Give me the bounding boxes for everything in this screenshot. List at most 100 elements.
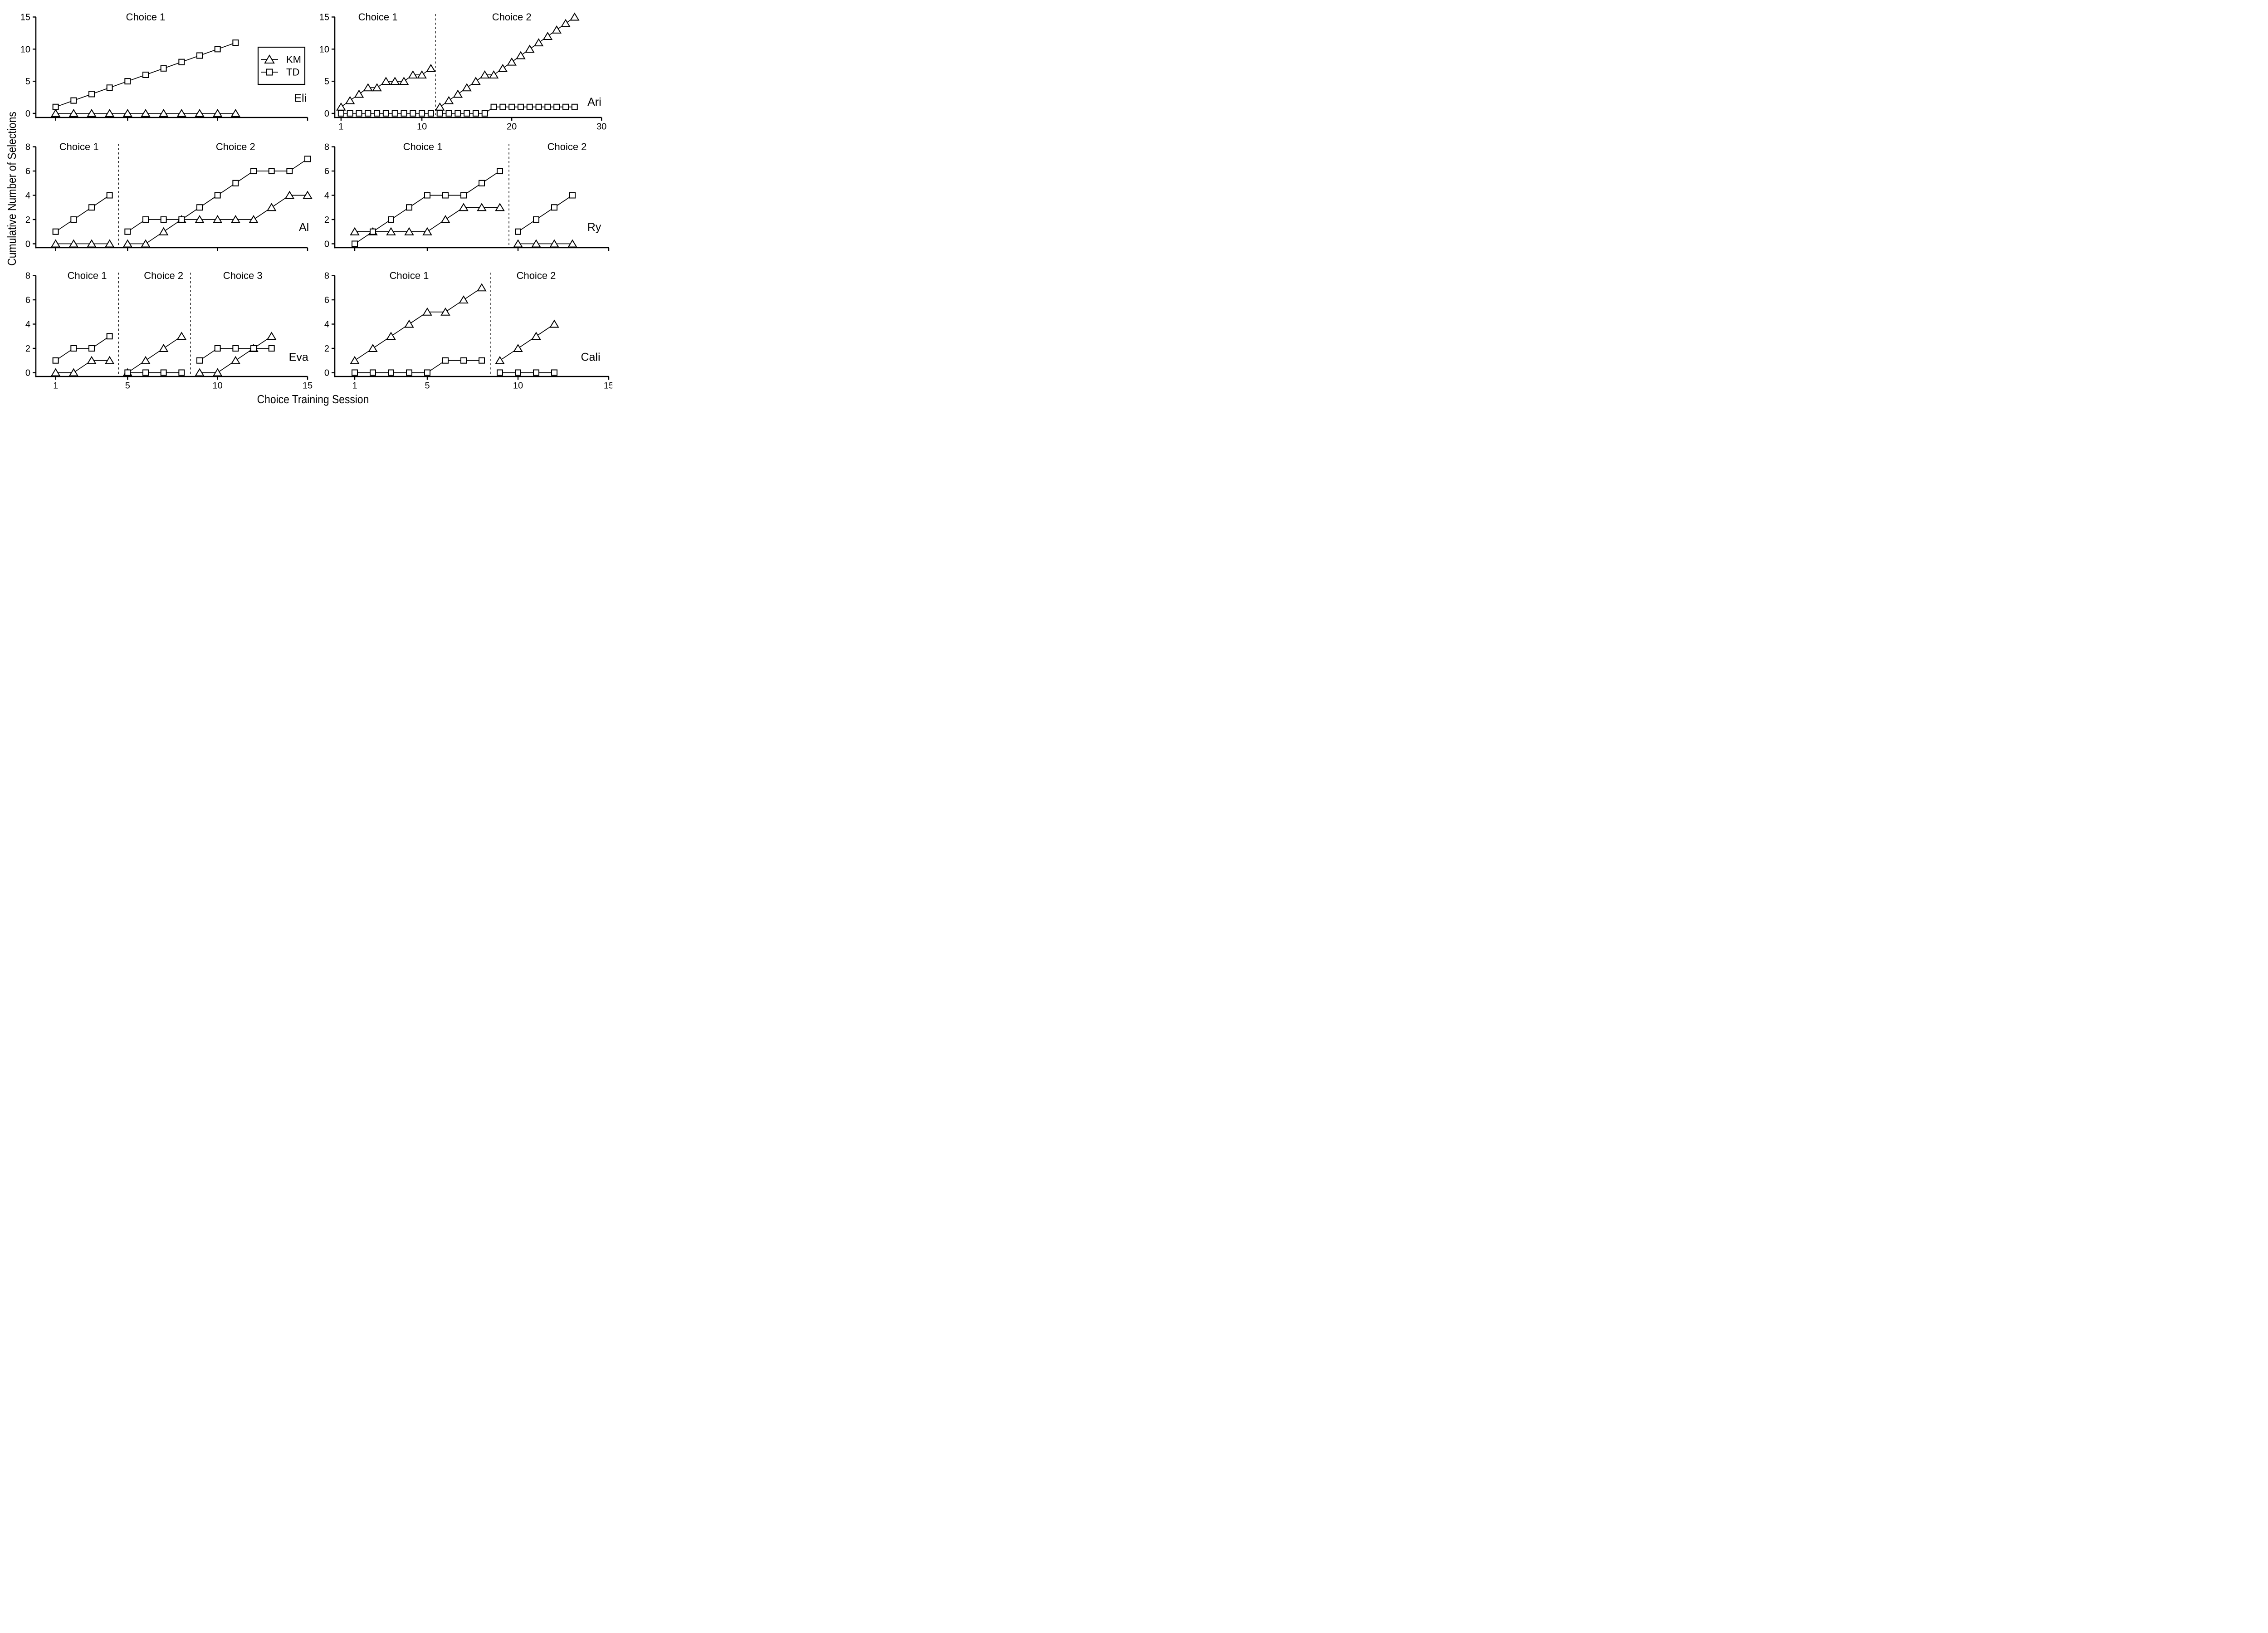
td-marker — [88, 204, 95, 211]
td-line — [55, 336, 110, 361]
km-marker — [212, 108, 223, 117]
td-marker — [142, 369, 149, 376]
km-marker — [549, 239, 559, 248]
subject-label: Eli — [294, 92, 307, 105]
td-marker — [533, 216, 539, 223]
x-tick-label: 10 — [213, 381, 223, 391]
x-tick-label: 15 — [604, 381, 612, 391]
km-marker — [350, 227, 360, 235]
x-tick-label: 10 — [417, 122, 427, 132]
subject-label: Eva — [289, 351, 308, 363]
km-marker — [399, 77, 409, 85]
td-marker — [124, 228, 131, 235]
km-marker — [141, 356, 151, 364]
td-marker — [410, 110, 416, 117]
km-marker — [479, 70, 490, 78]
td-marker — [250, 345, 257, 352]
legend-label-td: TD — [286, 67, 299, 78]
td-marker — [569, 192, 576, 199]
km-marker — [195, 108, 205, 117]
km-marker — [543, 32, 553, 40]
km-marker — [176, 108, 187, 117]
phase-title: Choice 1 — [403, 141, 443, 152]
km-marker — [567, 239, 577, 248]
td-marker — [337, 110, 344, 117]
td-marker — [479, 180, 485, 186]
km-marker — [462, 83, 472, 92]
km-marker — [477, 203, 487, 211]
km-marker — [50, 368, 61, 376]
legend-td-square-icon — [266, 68, 273, 76]
y-tick-label: 0 — [324, 239, 329, 249]
km-marker — [531, 332, 541, 340]
km-marker — [422, 227, 432, 235]
y-tick-label: 8 — [324, 271, 329, 281]
td-marker — [142, 216, 149, 223]
td-marker — [160, 65, 167, 72]
td-marker — [436, 110, 443, 117]
x-tick-label: 20 — [507, 122, 517, 132]
km-marker — [122, 239, 133, 248]
km-marker — [87, 356, 97, 364]
td-marker — [499, 103, 506, 110]
y-tick-label: 4 — [25, 320, 30, 330]
phase-title: Choice 1 — [126, 11, 166, 23]
km-marker — [513, 344, 523, 352]
panel-ari: 0 5 10 15 1 10 20 30 Choice 1 Choice 2 Ari — [319, 11, 607, 132]
legend-box — [257, 46, 306, 85]
td-marker — [232, 345, 239, 352]
km-marker — [195, 215, 205, 223]
y-axis-title: Cumulative Number of Selections — [5, 112, 19, 266]
y-tick-label: 2 — [324, 215, 329, 225]
td-marker — [442, 192, 449, 199]
y-tick-label: 8 — [25, 142, 30, 152]
td-marker — [445, 110, 452, 117]
subject-label: Al — [299, 221, 309, 234]
km-marker — [531, 239, 541, 248]
km-marker — [104, 356, 115, 364]
km-line — [341, 68, 431, 108]
td-marker — [481, 110, 488, 117]
figure: 0 5 10 15 Choice 1 Eli KM TD 0 5 10 15 1 10 20 30 Choice… — [0, 0, 612, 408]
td-marker — [533, 369, 539, 376]
km-marker — [533, 38, 544, 47]
km-marker — [345, 96, 355, 104]
phase-title: Choice 1 — [390, 270, 429, 281]
x-tick-label: 1 — [352, 381, 357, 391]
km-marker — [408, 70, 418, 78]
km-marker — [195, 368, 205, 376]
km-marker — [390, 77, 400, 85]
td-line — [518, 195, 573, 232]
td-marker — [497, 369, 503, 376]
td-marker — [517, 103, 524, 110]
td-marker — [106, 84, 113, 91]
td-marker — [196, 204, 203, 211]
y-tick-label: 0 — [324, 368, 329, 378]
km-marker — [440, 215, 450, 223]
km-marker — [50, 108, 61, 117]
x-axis-title: Choice Training Session — [257, 392, 369, 406]
td-marker — [250, 168, 257, 175]
td-marker — [52, 357, 59, 364]
td-marker — [464, 110, 470, 117]
phase-title: Choice 1 — [68, 270, 107, 281]
x-tick-label: 15 — [303, 381, 313, 391]
phase-title: Choice 1 — [358, 11, 398, 23]
km-marker — [495, 203, 505, 211]
td-marker — [214, 345, 221, 352]
y-tick-label: 6 — [25, 295, 30, 305]
td-marker — [553, 103, 560, 110]
km-marker — [266, 203, 277, 211]
td-marker — [196, 52, 203, 59]
td-marker — [508, 103, 515, 110]
km-marker — [284, 191, 295, 199]
y-tick-label: 10 — [20, 44, 30, 54]
x-tick-label: 5 — [425, 381, 430, 391]
td-marker — [406, 204, 412, 211]
td-marker — [460, 192, 467, 199]
km-marker — [230, 356, 241, 364]
panel-al: 0 2 4 6 8 Choice 1 Choice 2 Al — [25, 141, 313, 251]
km-marker — [266, 332, 277, 340]
km-marker — [386, 332, 396, 340]
